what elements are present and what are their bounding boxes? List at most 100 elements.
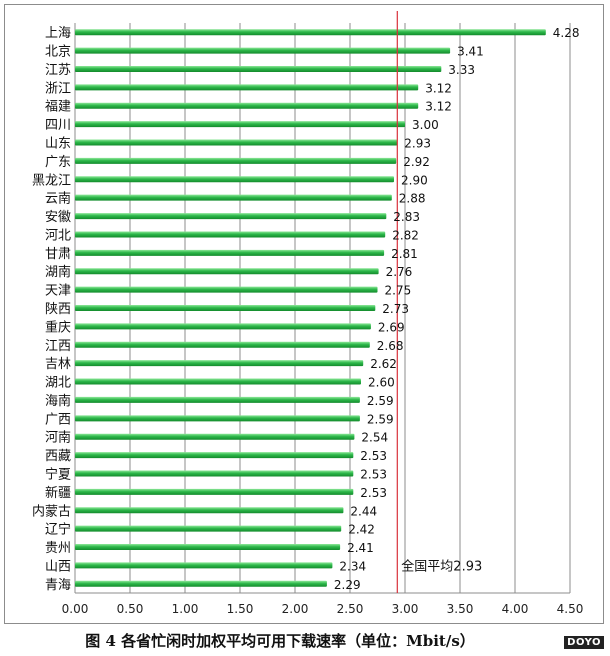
category-label: 西藏 (45, 449, 71, 464)
value-label: 2.53 (360, 486, 387, 500)
category-label: 天津 (45, 284, 71, 299)
bar (75, 213, 387, 220)
bar (75, 396, 360, 403)
value-label: 2.68 (377, 339, 404, 353)
category-label: 山东 (45, 137, 71, 152)
category-label: 甘肃 (45, 247, 71, 262)
value-label: 4.28 (553, 26, 580, 40)
chart-caption: 图 4 各省忙闲时加权平均可用下载速率（单位：Mbit/s） (85, 632, 475, 650)
bar (75, 305, 376, 311)
category-label: 福建 (45, 100, 71, 115)
value-label: 2.53 (360, 449, 387, 463)
value-label: 2.59 (367, 394, 394, 408)
bar (75, 121, 405, 128)
value-label: 2.41 (347, 541, 374, 555)
bar (75, 378, 361, 385)
value-label: 2.76 (386, 265, 413, 279)
category-label: 北京 (45, 45, 71, 60)
value-label: 2.59 (367, 412, 394, 426)
category-label: 青海 (45, 578, 71, 593)
x-tick-label: 3.50 (447, 602, 474, 616)
value-label: 2.75 (385, 284, 412, 298)
bar (75, 525, 342, 532)
bar (75, 249, 385, 256)
x-tick-label: 1.00 (172, 602, 199, 616)
category-label: 河北 (45, 228, 71, 243)
value-label: 2.82 (392, 228, 419, 242)
category-label: 黑龙江 (32, 173, 71, 188)
category-label: 辽宁 (45, 522, 71, 538)
value-label: 2.90 (401, 173, 428, 187)
bar (75, 157, 397, 164)
value-label: 2.53 (360, 467, 387, 481)
category-label: 贵州 (45, 541, 71, 556)
category-label: 安徽 (45, 210, 71, 225)
category-label: 陕西 (45, 302, 71, 317)
value-label: 2.92 (403, 155, 430, 169)
bar (75, 286, 378, 293)
x-tick-label: 1.50 (227, 602, 254, 616)
bar (75, 323, 371, 330)
x-tick-label: 3.00 (392, 602, 419, 616)
bar (75, 176, 394, 183)
x-tick-label: 0.00 (62, 602, 89, 616)
category-label: 湖北 (45, 376, 71, 391)
bar-chart: 0.00 0.50 1.00 1.50 2.00 2.50 3.00 3.50 4.00 4.50… (32, 11, 583, 616)
bar (75, 194, 392, 201)
bar (75, 139, 398, 146)
value-label: 2.54 (361, 431, 388, 445)
category-label: 广东 (45, 155, 71, 170)
value-label: 2.29 (334, 578, 361, 592)
value-label: 3.33 (448, 63, 475, 77)
bar (75, 65, 442, 72)
category-label: 宁夏 (45, 466, 71, 482)
bar (75, 231, 386, 238)
bar (75, 452, 354, 459)
category-label: 山西 (45, 559, 71, 574)
category-label: 重庆 (45, 319, 71, 335)
value-label: 2.83 (393, 210, 420, 224)
category-label: 新疆 (45, 485, 71, 501)
bar (75, 47, 451, 54)
value-label: 3.12 (425, 81, 452, 95)
x-tick-label: 2.50 (337, 602, 364, 616)
value-label: 2.73 (382, 302, 409, 316)
bar (75, 84, 419, 91)
bar (75, 415, 360, 422)
x-tick-label: 4.00 (502, 602, 529, 616)
value-label: 2.62 (370, 357, 397, 371)
bar (75, 360, 364, 367)
value-label: 2.93 (404, 137, 431, 151)
site-logo: DOYO (564, 636, 604, 649)
category-label: 内蒙古 (32, 503, 71, 519)
bar (75, 29, 546, 36)
x-tick-label: 2.00 (282, 602, 309, 616)
value-label: 2.34 (339, 559, 366, 573)
value-label: 3.41 (457, 45, 484, 59)
category-label: 江西 (45, 339, 71, 354)
national-average-label: 全国平均2.93 (401, 558, 482, 574)
value-label: 2.60 (368, 376, 395, 390)
value-label: 2.69 (378, 320, 405, 334)
bar (75, 562, 333, 569)
bar (75, 544, 341, 551)
category-label: 云南 (45, 191, 71, 207)
bar (75, 580, 327, 587)
category-label: 湖南 (45, 264, 71, 280)
value-label: 2.81 (391, 247, 418, 261)
bar (75, 433, 355, 440)
category-label: 吉林 (45, 357, 71, 372)
x-tick-label: 0.50 (117, 602, 144, 616)
value-label: 3.00 (412, 118, 439, 132)
category-label: 上海 (45, 26, 71, 41)
value-label: 2.44 (350, 504, 377, 518)
category-label: 四川 (45, 118, 71, 133)
bar (75, 102, 419, 109)
category-label: 海南 (45, 393, 71, 409)
value-label: 2.42 (348, 523, 375, 537)
chart-frame: 0.00 0.50 1.00 1.50 2.00 2.50 3.00 3.50 4.00 4.50… (4, 4, 604, 624)
category-label: 河南 (45, 430, 71, 446)
value-label: 2.88 (399, 192, 426, 206)
bar (75, 507, 344, 514)
bar (75, 341, 370, 348)
